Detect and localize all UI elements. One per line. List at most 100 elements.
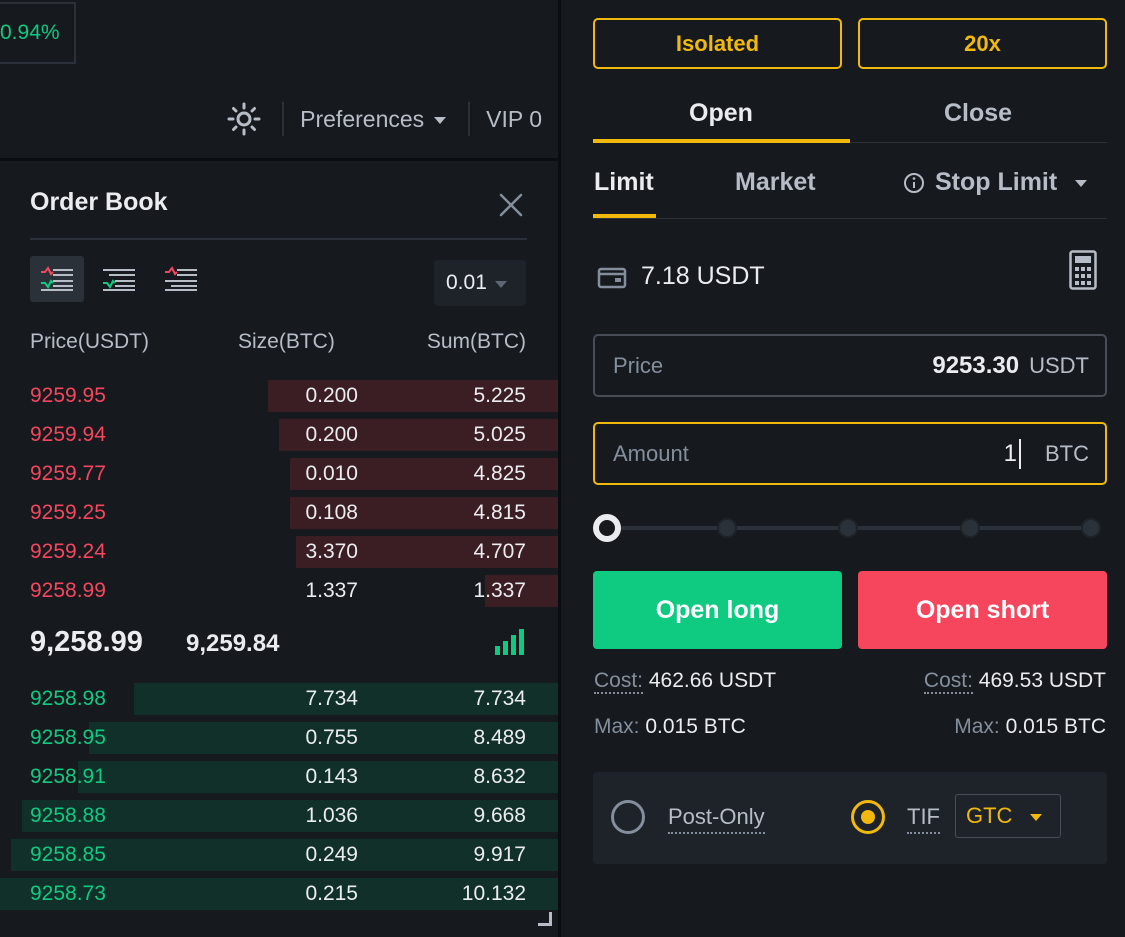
ask-row[interactable]: 9259.25 0.108 4.815 xyxy=(0,497,558,531)
ask-sum: 5.025 xyxy=(473,423,526,446)
depth-bar xyxy=(22,800,558,832)
precision-select[interactable]: 0.01 xyxy=(434,260,526,306)
bid-price: 9258.95 xyxy=(30,726,106,749)
slider-handle[interactable] xyxy=(593,514,621,542)
price-unit: USDT xyxy=(1029,352,1089,378)
active-order-type-indicator xyxy=(593,214,656,218)
tab-limit[interactable]: Limit xyxy=(594,168,654,196)
bid-size: 0.755 xyxy=(305,726,358,749)
bid-size: 1.036 xyxy=(305,804,358,827)
slider-step-100[interactable] xyxy=(1081,518,1101,538)
ask-price: 9259.25 xyxy=(30,501,106,524)
bid-price: 9258.85 xyxy=(30,843,106,866)
price-input[interactable]: Price 9253.30 USDT xyxy=(593,334,1107,397)
short-cost-label[interactable]: Cost: xyxy=(923,669,973,694)
balance-value: 7.18 USDT xyxy=(641,262,765,290)
ask-sum: 5.225 xyxy=(473,384,526,407)
bid-sum: 8.489 xyxy=(473,726,526,749)
panel-divider xyxy=(558,0,561,937)
bid-price: 9258.73 xyxy=(30,882,106,905)
slider-step-75[interactable] xyxy=(960,518,980,538)
long-max-value: 0.015 BTC xyxy=(645,715,746,738)
available-balance: 7.18 USDT xyxy=(597,262,765,291)
chevron-down-icon xyxy=(434,116,447,124)
bid-row[interactable]: 9258.91 0.143 8.632 xyxy=(0,761,558,795)
column-header-size: Size(BTC) xyxy=(238,330,335,353)
text-cursor xyxy=(1019,438,1021,469)
wallet-icon xyxy=(597,267,627,288)
bid-row[interactable]: 9258.95 0.755 8.489 xyxy=(0,722,558,756)
margin-mode-button[interactable]: Isolated xyxy=(593,18,842,69)
resize-handle-icon[interactable] xyxy=(538,912,552,926)
depth-bar xyxy=(279,419,558,451)
ask-price: 9258.99 xyxy=(30,579,106,602)
info-icon xyxy=(904,172,924,193)
section-divider xyxy=(0,158,558,161)
ask-row[interactable]: 9258.99 1.337 1.337 xyxy=(0,575,558,609)
close-icon[interactable] xyxy=(496,190,526,220)
calculator-icon[interactable] xyxy=(1069,250,1097,290)
post-only-label[interactable]: Post-Only xyxy=(668,804,765,834)
tab-stop-limit[interactable]: Stop Limit xyxy=(903,168,1088,197)
bid-sum: 7.734 xyxy=(473,687,526,710)
long-cost: Cost: 462.66 USDT xyxy=(594,669,777,694)
tif-label[interactable]: TIF xyxy=(907,804,940,834)
preferences-dropdown[interactable]: Preferences xyxy=(284,106,468,133)
long-cost-value: 462.66 USDT xyxy=(648,669,777,692)
theme-toggle-icon[interactable] xyxy=(226,101,262,137)
amount-input[interactable]: Amount 1 BTC xyxy=(593,422,1107,485)
depth-bar xyxy=(268,380,558,412)
post-only-radio[interactable] xyxy=(611,800,645,834)
short-cost: Cost: 469.53 USDT xyxy=(923,669,1106,694)
ask-row[interactable]: 9259.94 0.200 5.025 xyxy=(0,419,558,453)
slider-step-25[interactable] xyxy=(717,518,737,538)
bid-price: 9258.98 xyxy=(30,687,106,710)
precision-value: 0.01 xyxy=(446,271,487,294)
bid-sum: 8.632 xyxy=(473,765,526,788)
bid-row[interactable]: 9258.98 7.734 7.734 xyxy=(0,683,558,717)
tab-divider xyxy=(593,142,1107,143)
book-bids-icon xyxy=(103,269,135,291)
column-header-price: Price(USDT) xyxy=(30,330,149,353)
tab-close[interactable]: Close xyxy=(943,98,1013,127)
bid-sum: 9.917 xyxy=(473,843,526,866)
ask-size: 1.337 xyxy=(305,579,358,602)
ask-price: 9259.94 xyxy=(30,423,106,446)
ask-row[interactable]: 9259.24 3.370 4.707 xyxy=(0,536,558,570)
view-asks-button[interactable] xyxy=(154,256,208,302)
leverage-button[interactable]: 20x xyxy=(858,18,1107,69)
book-both-icon xyxy=(41,266,73,291)
bid-price: 9258.88 xyxy=(30,804,106,827)
slider-step-50[interactable] xyxy=(838,518,858,538)
bid-size: 0.215 xyxy=(305,882,358,905)
ask-price: 9259.95 xyxy=(30,384,106,407)
amount-slider[interactable] xyxy=(593,514,1107,542)
short-cost-value: 469.53 USDT xyxy=(978,669,1106,692)
ask-size: 0.010 xyxy=(305,462,358,485)
open-long-button[interactable]: Open long xyxy=(593,571,842,649)
vip-level[interactable]: VIP 0 xyxy=(486,105,542,132)
open-short-button[interactable]: Open short xyxy=(858,571,1107,649)
tif-radio[interactable] xyxy=(851,800,885,834)
depth-bar xyxy=(485,575,558,607)
ask-size: 0.200 xyxy=(305,384,358,407)
ask-sum: 4.707 xyxy=(473,540,526,563)
ask-price: 9259.77 xyxy=(30,462,106,485)
order-book-title: Order Book xyxy=(30,188,168,216)
ask-price: 9259.24 xyxy=(30,540,106,563)
ask-row[interactable]: 9259.77 0.010 4.825 xyxy=(0,458,558,492)
bid-row[interactable]: 9258.85 0.249 9.917 xyxy=(0,839,558,873)
mark-price: 9,259.84 xyxy=(186,630,280,657)
ask-row[interactable]: 9259.95 0.200 5.225 xyxy=(0,380,558,414)
depth-bar xyxy=(89,722,558,754)
ask-size: 3.370 xyxy=(305,540,358,563)
tab-market[interactable]: Market xyxy=(735,168,816,196)
tab-open[interactable]: Open xyxy=(689,98,753,127)
long-cost-label[interactable]: Cost: xyxy=(594,669,644,694)
bid-size: 0.143 xyxy=(305,765,358,788)
bid-row[interactable]: 9258.88 1.036 9.668 xyxy=(0,800,558,834)
bid-row[interactable]: 9258.73 0.215 10.132 xyxy=(0,878,558,912)
tif-select[interactable]: GTC xyxy=(955,794,1061,838)
view-bids-button[interactable] xyxy=(92,256,146,302)
view-both-button[interactable] xyxy=(30,256,84,302)
